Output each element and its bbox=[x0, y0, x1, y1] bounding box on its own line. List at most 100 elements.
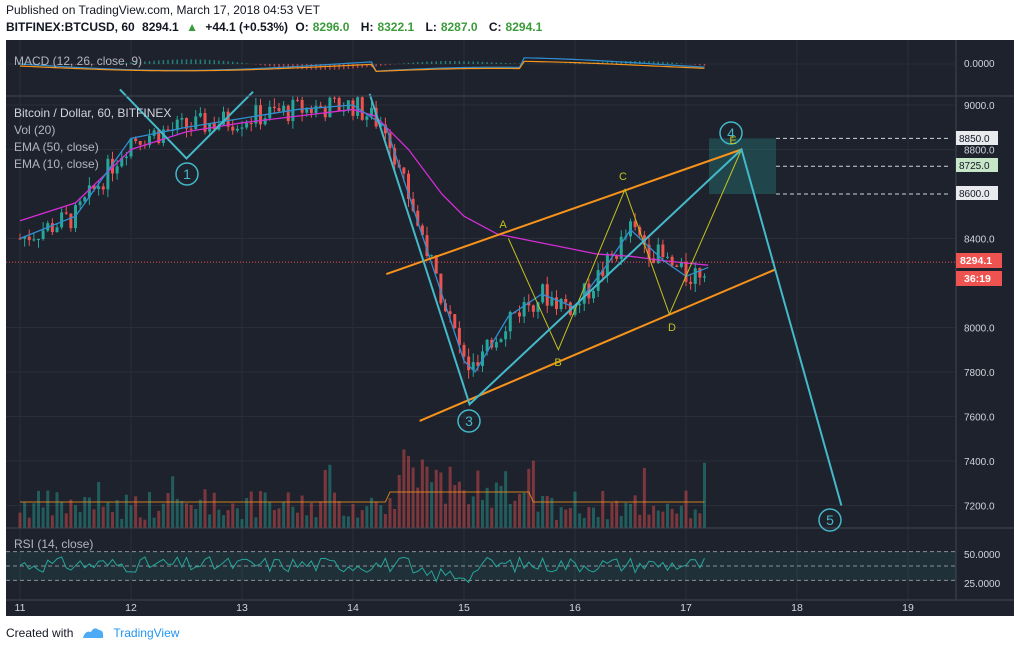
target-badge-8725-text: 8725.0 bbox=[959, 161, 990, 172]
candle-body bbox=[18, 238, 22, 240]
wave-labels: 1 3 4 5 A B C D E bbox=[175, 121, 842, 532]
candle-body bbox=[434, 255, 438, 274]
volume-bar bbox=[467, 504, 471, 528]
volume-bar bbox=[55, 492, 59, 528]
wave-1-circle bbox=[175, 162, 199, 186]
volume-bar bbox=[351, 504, 355, 528]
candle-body bbox=[129, 138, 133, 157]
volume-bar bbox=[60, 501, 64, 528]
candle-body bbox=[235, 128, 239, 131]
candle-body bbox=[231, 126, 235, 131]
close-label: C: bbox=[488, 20, 502, 34]
chart-area[interactable]: 9000.0 8800.0 8400.0 8000.0 7800.0 7600.0 7400… bbox=[6, 40, 1014, 616]
macd-label: MACD (12, 26, close, 9) bbox=[14, 54, 142, 68]
volume-bar bbox=[337, 501, 341, 528]
open-value: 8296.0 bbox=[312, 20, 350, 34]
abcde-path bbox=[507, 149, 742, 352]
candle-body bbox=[333, 97, 336, 99]
candle-body bbox=[101, 186, 105, 190]
volume-bar bbox=[596, 517, 600, 528]
candle-body bbox=[393, 148, 397, 165]
candle-body bbox=[430, 255, 434, 257]
volume-bar bbox=[23, 502, 27, 528]
volume-bar bbox=[249, 491, 253, 528]
volume-bar bbox=[666, 503, 669, 528]
volume-bar bbox=[370, 497, 373, 528]
main-label-ema50: EMA (50, close) bbox=[14, 140, 99, 154]
candle-body bbox=[601, 270, 605, 276]
volume-bar bbox=[541, 496, 545, 528]
candle-body bbox=[518, 312, 521, 317]
volume-bar bbox=[175, 498, 179, 528]
volume-bar bbox=[536, 511, 540, 528]
volume-bar bbox=[342, 515, 346, 528]
volume-bar bbox=[161, 503, 165, 528]
volume-bar bbox=[703, 462, 706, 528]
volume-bar bbox=[309, 502, 313, 528]
wave-1-segment bbox=[119, 88, 254, 160]
volume-bar bbox=[217, 509, 221, 528]
candle-body bbox=[494, 341, 498, 348]
volume-bar bbox=[587, 507, 591, 528]
y-tick-label: 8000.0 bbox=[964, 324, 995, 335]
volume-bar bbox=[615, 500, 619, 528]
volume-bar bbox=[508, 504, 512, 528]
volume-bar bbox=[559, 507, 563, 528]
volume-ma-line bbox=[20, 491, 705, 503]
tradingview-logo-icon bbox=[83, 628, 104, 638]
candle-body bbox=[337, 97, 341, 111]
x-tick-label: 16 bbox=[569, 602, 581, 614]
candle-body bbox=[383, 124, 387, 134]
ohlc-high: H: 8322.1 bbox=[361, 20, 418, 34]
volume-bar bbox=[346, 516, 350, 528]
candle-body bbox=[499, 339, 503, 342]
candle-body bbox=[693, 268, 697, 284]
volume-bar bbox=[134, 496, 138, 528]
volume-bar bbox=[356, 517, 360, 528]
candle-body bbox=[661, 244, 665, 257]
candle-body bbox=[698, 268, 702, 278]
volume-bar bbox=[235, 508, 239, 528]
candle-body bbox=[684, 261, 688, 282]
volume-bar bbox=[152, 517, 156, 528]
target-badge-8850 bbox=[956, 131, 998, 145]
volume-bar bbox=[18, 512, 22, 528]
candle-body bbox=[166, 129, 170, 131]
candle-body bbox=[656, 244, 660, 264]
volume-bar bbox=[397, 474, 401, 528]
volume-bar bbox=[633, 495, 637, 528]
rsi-line bbox=[19, 555, 705, 584]
volume-bar bbox=[189, 504, 193, 528]
volume-bar bbox=[485, 487, 489, 528]
volume-bar bbox=[430, 482, 434, 528]
candle-body bbox=[633, 221, 637, 228]
volume-bar bbox=[208, 514, 212, 528]
price-chart[interactable]: 9000.0 8800.0 8400.0 8000.0 7800.0 7600.0 7400… bbox=[6, 40, 1014, 616]
volume-bar bbox=[568, 508, 572, 528]
candle-body bbox=[87, 185, 91, 198]
volume-bar bbox=[684, 490, 688, 528]
wave-4-circle bbox=[719, 121, 743, 145]
candle-body bbox=[97, 186, 101, 189]
volume-bar bbox=[106, 502, 110, 528]
rsi-tick-25: 25.0000 bbox=[964, 579, 1001, 590]
volume-bar bbox=[305, 515, 309, 528]
candle-body bbox=[41, 230, 45, 240]
target-badge-8850-text: 8850.0 bbox=[959, 134, 990, 145]
candle-body bbox=[161, 129, 165, 144]
candle-body bbox=[254, 105, 258, 124]
high-label: H: bbox=[360, 20, 374, 34]
volume-bar bbox=[282, 501, 286, 528]
brand-link[interactable]: TradingView bbox=[113, 626, 180, 640]
candle-body bbox=[689, 281, 693, 284]
volume-bar bbox=[698, 513, 702, 528]
volume-bar bbox=[522, 492, 526, 528]
candle-body bbox=[92, 185, 96, 189]
volume-bar bbox=[578, 513, 582, 528]
main-label-vol: Vol (20) bbox=[14, 123, 55, 137]
rsi-pane bbox=[6, 551, 956, 584]
candle-body bbox=[277, 108, 281, 112]
channel-upper-line bbox=[385, 148, 742, 276]
candle-body bbox=[425, 235, 429, 256]
volume-bar bbox=[254, 517, 258, 528]
